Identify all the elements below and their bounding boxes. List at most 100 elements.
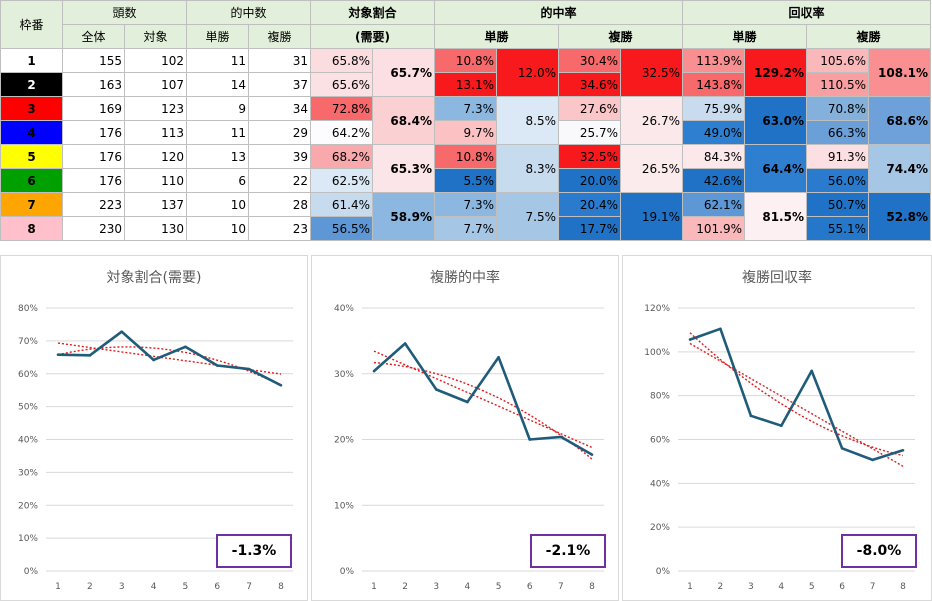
hit-tan-cell: 10.8%: [434, 48, 497, 73]
series-line: [689, 327, 904, 462]
chart-fuku-return: 0% 20% 40% 60% 80% 100% 120% 1 2 3 4 5 6 7 8: [644, 304, 915, 592]
hit-tan-cell: 7.7%: [434, 216, 497, 241]
table-row: 8 230 130 10 23 56.5% 7.7% 17.7% 101.9% 55.1%: [0, 216, 931, 241]
header-gate: 枠番: [0, 0, 63, 49]
y-tick-label: 60%: [650, 436, 670, 446]
heads-all-cell: 155: [62, 48, 125, 73]
header-share: 対象割合: [310, 0, 435, 25]
data-point: [590, 453, 594, 456]
data-point: [184, 345, 187, 349]
share-cell: 65.6%: [310, 72, 373, 97]
hit-tan-cell: 5.5%: [434, 168, 497, 193]
data-point: [466, 400, 469, 404]
y-tick-label: 80%: [650, 392, 670, 402]
share-group-cell: 65.3%: [372, 144, 435, 193]
y-tick-label: 30%: [334, 370, 354, 380]
hit-tan-cell: 13.1%: [434, 72, 497, 97]
ret-tan-cell: 84.3%: [682, 144, 745, 169]
x-tick-label: 1: [687, 582, 693, 592]
heads-all-cell: 176: [62, 144, 125, 169]
trend-annotation: -8.0%: [841, 534, 917, 568]
x-tick-label: 4: [778, 582, 784, 592]
hit-fuku-cell: 27.6%: [558, 96, 621, 121]
data-point: [779, 424, 783, 427]
gate-number-cell: 5: [0, 144, 63, 169]
y-tick-label: 100%: [644, 348, 670, 358]
header-ret-tan: 単勝: [682, 24, 807, 49]
chart-share: 0% 10% 20% 30% 40% 50% 60% 70% 80% 1 2 3 4 5 6 7 8: [18, 304, 293, 592]
ret-tan-group-cell: 81.5%: [744, 192, 807, 241]
x-tick-label: 1: [371, 582, 377, 592]
x-tick-label: 2: [87, 582, 93, 592]
y-tick-label: 80%: [18, 304, 38, 314]
table-row: 3 169 123 9 34 72.8% 68.4% 7.3% 8.5% 27.6% 26.7% 75…: [0, 96, 931, 145]
wins-fuku-cell: 28: [248, 192, 311, 217]
data-point: [372, 369, 376, 373]
ret-tan-cell: 75.9%: [682, 96, 745, 121]
x-tick-label: 6: [527, 582, 533, 592]
ret-fuku-cell: 70.8%: [806, 96, 869, 121]
y-tick-label: 60%: [18, 370, 38, 380]
hit-tan-cell: 7.3%: [434, 192, 497, 217]
share-cell: 65.8%: [310, 48, 373, 73]
hit-fuku-cell: 17.7%: [558, 216, 621, 241]
hit-fuku-group-cell: 19.1%: [620, 192, 683, 241]
x-tick-label: 4: [151, 582, 157, 592]
x-tick-label: 2: [718, 582, 724, 592]
data-point: [810, 369, 814, 373]
wins-tan-cell: 14: [186, 72, 249, 97]
hit-fuku-group-cell: 26.7%: [620, 96, 683, 145]
header-wins-tan: 単勝: [186, 24, 249, 49]
header-share-sub: (需要): [310, 24, 435, 49]
x-tick-label: 8: [900, 582, 906, 592]
share-group-cell: 68.4%: [372, 96, 435, 145]
share-cell: 61.4%: [310, 192, 373, 217]
heads-target-cell: 123: [124, 96, 187, 121]
header-heads-all: 全体: [62, 24, 125, 49]
data-point: [840, 446, 844, 450]
header-wins-fuku: 複勝: [248, 24, 311, 49]
ret-fuku-group-cell: 108.1%: [868, 48, 931, 97]
ret-tan-cell: 62.1%: [682, 192, 745, 217]
series-line: [373, 342, 593, 456]
share-cell: 56.5%: [310, 216, 373, 241]
ret-tan-group-cell: 64.4%: [744, 144, 807, 193]
x-tick-label: 6: [839, 582, 845, 592]
polynomial-trendline: [689, 332, 904, 457]
wins-tan-cell: 11: [186, 48, 249, 73]
y-tick-label: 0%: [24, 567, 39, 577]
hit-tan-group-cell: 7.5%: [496, 192, 559, 241]
header-hit-rate: 的中率: [434, 0, 683, 25]
y-tick-label: 0%: [656, 567, 671, 577]
header-hit-tan: 単勝: [434, 24, 559, 49]
x-tick-label: 8: [589, 582, 595, 592]
ret-fuku-cell: 55.1%: [806, 216, 869, 241]
ret-fuku-group-cell: 74.4%: [868, 144, 931, 193]
hit-fuku-cell: 30.4%: [558, 48, 621, 73]
data-point: [120, 330, 124, 333]
trend-annotation: -2.1%: [530, 534, 606, 568]
wins-tan-cell: 11: [186, 120, 249, 145]
gate-number-cell: 7: [0, 192, 63, 217]
header-ret-fuku: 複勝: [806, 24, 931, 49]
wins-fuku-cell: 39: [248, 144, 311, 169]
hit-fuku-cell: 32.5%: [558, 144, 621, 169]
heads-target-cell: 107: [124, 72, 187, 97]
x-tick-label: 2: [402, 582, 408, 592]
heads-target-cell: 120: [124, 144, 187, 169]
ret-fuku-group-cell: 52.8%: [868, 192, 931, 241]
data-point: [719, 327, 722, 331]
y-tick-label: 0%: [340, 567, 355, 577]
ret-tan-group-cell: 129.2%: [744, 48, 807, 97]
wins-tan-cell: 10: [186, 192, 249, 217]
heads-target-cell: 113: [124, 120, 187, 145]
ret-tan-cell: 143.8%: [682, 72, 745, 97]
y-tick-label: 40%: [18, 436, 38, 446]
hit-tan-cell: 7.3%: [434, 96, 497, 121]
ret-tan-group-cell: 63.0%: [744, 96, 807, 145]
x-tick-label: 5: [496, 582, 502, 592]
heads-target-cell: 110: [124, 168, 187, 193]
wins-tan-cell: 13: [186, 144, 249, 169]
heads-target-cell: 137: [124, 192, 187, 217]
gate-number-cell: 2: [0, 72, 63, 97]
